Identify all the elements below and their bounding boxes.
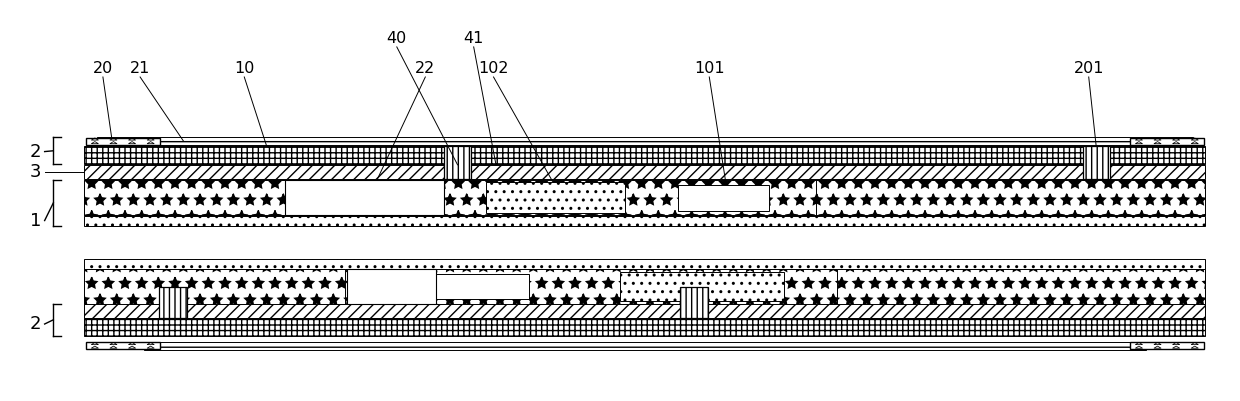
Text: 102: 102: [479, 61, 508, 76]
Text: 101: 101: [694, 61, 724, 76]
Bar: [347, 269, 436, 304]
Bar: [86, 342, 160, 349]
Bar: [97, 137, 1193, 145]
Bar: [444, 146, 471, 179]
Bar: [144, 342, 1146, 350]
Bar: [486, 182, 625, 213]
Text: 10: 10: [234, 61, 254, 76]
Text: 41: 41: [464, 31, 484, 46]
Bar: [84, 180, 1205, 215]
Text: 201: 201: [1074, 61, 1104, 76]
Text: 20: 20: [93, 61, 113, 76]
Bar: [285, 180, 444, 215]
Bar: [678, 185, 769, 211]
Bar: [436, 274, 529, 299]
Bar: [84, 304, 1205, 318]
Bar: [680, 287, 708, 318]
Text: 2: 2: [30, 315, 41, 333]
Bar: [816, 180, 1205, 215]
Text: 22: 22: [415, 61, 435, 76]
Bar: [84, 269, 345, 304]
Bar: [1083, 146, 1110, 179]
Bar: [84, 216, 1205, 226]
Text: 21: 21: [130, 61, 150, 76]
Text: 3: 3: [30, 163, 41, 181]
Bar: [84, 269, 1205, 304]
Bar: [1130, 342, 1204, 349]
Bar: [620, 272, 784, 301]
Bar: [84, 259, 1205, 269]
Bar: [84, 180, 317, 215]
Text: 1: 1: [30, 212, 41, 229]
Bar: [159, 287, 187, 318]
Bar: [84, 165, 1205, 179]
Bar: [1130, 138, 1204, 145]
Bar: [86, 138, 160, 145]
Bar: [84, 318, 1205, 336]
Text: 2: 2: [30, 143, 41, 160]
Text: 40: 40: [387, 31, 407, 46]
Bar: [84, 146, 1205, 164]
Bar: [837, 269, 1205, 304]
